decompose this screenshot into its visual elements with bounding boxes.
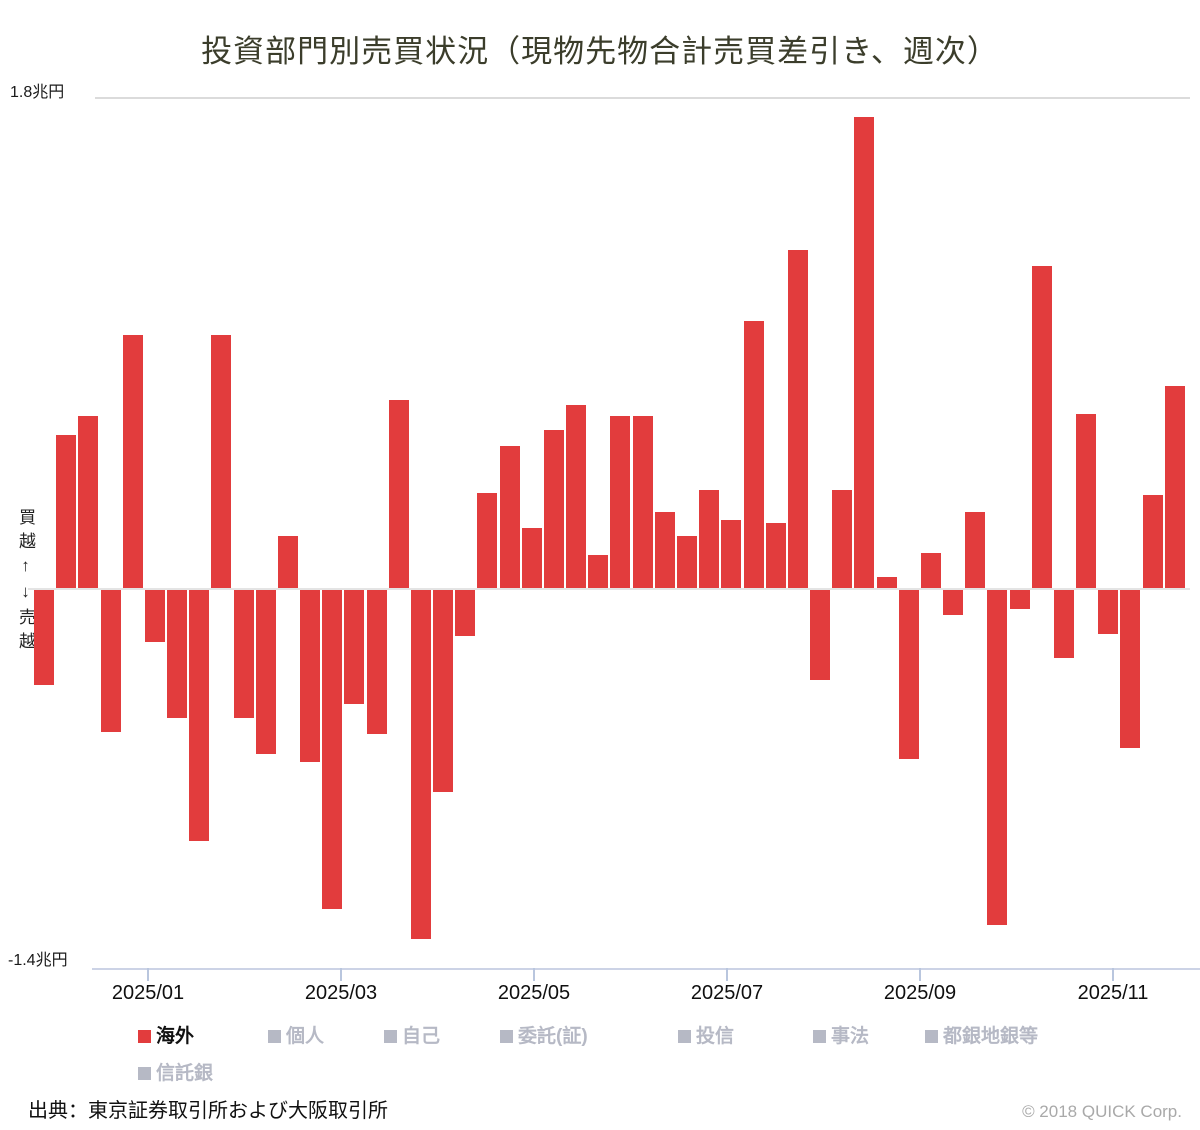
chart-title: 投資部門別売買状況（現物先物合計売買差引き、週次） — [201, 34, 999, 69]
legend-label: 投信 — [696, 1026, 735, 1047]
copyright-note: © 2018 QUICK Corp. — [1022, 1102, 1182, 1121]
bar-week-44[interactable] — [987, 590, 1007, 925]
legend-swatch-individuals — [268, 1030, 281, 1043]
bar-week-28[interactable] — [633, 416, 653, 588]
x-axis-label: 2025/09 — [883, 982, 957, 1004]
bar-week-48[interactable] — [1076, 414, 1096, 588]
bar-week-3[interactable] — [78, 416, 98, 588]
x-axis-tick — [726, 968, 728, 981]
legend-swatch-proprietary — [384, 1030, 397, 1043]
x-axis-tick — [340, 968, 342, 981]
bar-week-7[interactable] — [167, 590, 187, 718]
bar-week-9[interactable] — [211, 335, 231, 588]
bar-week-2[interactable] — [56, 435, 76, 588]
legend-swatch-trust-banks — [138, 1067, 151, 1080]
bar-week-51[interactable] — [1143, 495, 1163, 588]
bar-week-43[interactable] — [965, 512, 985, 588]
bar-week-6[interactable] — [145, 590, 165, 642]
bar-week-50[interactable] — [1120, 590, 1140, 748]
zero-baseline — [28, 588, 1190, 590]
legend-label: 自己 — [402, 1026, 441, 1047]
bar-week-17[interactable] — [389, 400, 409, 588]
x-axis-line — [92, 968, 1200, 970]
bar-week-40[interactable] — [899, 590, 919, 759]
legend-item-trust-banks[interactable]: 信託銀 — [138, 1058, 213, 1084]
bar-week-37[interactable] — [832, 490, 852, 588]
bar-week-39[interactable] — [877, 577, 897, 588]
x-axis-label: 2025/01 — [111, 982, 185, 1004]
x-axis-tick — [919, 968, 921, 981]
legend-item-investment-trusts[interactable]: 投信 — [678, 1021, 734, 1047]
legend-swatch-brokerage-consignment — [500, 1030, 513, 1043]
x-axis-tick — [147, 968, 149, 981]
bar-week-14[interactable] — [322, 590, 342, 909]
bar-week-47[interactable] — [1054, 590, 1074, 658]
bar-week-1[interactable] — [34, 590, 54, 685]
legend-swatch-city-regional-banks — [925, 1030, 938, 1043]
bar-week-8[interactable] — [189, 590, 209, 841]
legend-label: 都銀地銀等 — [943, 1026, 1039, 1047]
bar-week-30[interactable] — [677, 536, 697, 588]
bar-week-29[interactable] — [655, 512, 675, 588]
bar-week-26[interactable] — [588, 555, 608, 588]
legend-label: 事法 — [831, 1026, 870, 1047]
bar-week-38[interactable] — [854, 117, 874, 588]
legend-item-brokerage-consignment[interactable]: 委託(証) — [500, 1021, 588, 1047]
x-axis-tick — [1112, 968, 1114, 981]
legend-label: 海外 — [156, 1026, 195, 1047]
x-axis-label: 2025/03 — [304, 982, 378, 1004]
bar-week-34[interactable] — [766, 523, 786, 588]
legend-item-city-regional-banks[interactable]: 都銀地銀等 — [925, 1021, 1038, 1047]
bar-week-15[interactable] — [344, 590, 364, 704]
bar-week-21[interactable] — [477, 493, 497, 588]
legend-swatch-overseas — [138, 1030, 151, 1043]
y-axis-max-label: 1.8兆円 — [10, 84, 65, 101]
bar-week-36[interactable] — [810, 590, 830, 680]
bar-week-35[interactable] — [788, 250, 808, 588]
source-note: 出典：東京証券取引所および大阪取引所 — [28, 1100, 388, 1122]
bar-week-41[interactable] — [921, 553, 941, 588]
bar-week-10[interactable] — [234, 590, 254, 718]
bar-week-49[interactable] — [1098, 590, 1118, 634]
bar-week-45[interactable] — [1010, 590, 1030, 609]
bar-week-13[interactable] — [300, 590, 320, 762]
bar-week-46[interactable] — [1032, 266, 1052, 588]
legend-item-proprietary[interactable]: 自己 — [384, 1021, 440, 1047]
bar-week-5[interactable] — [123, 335, 143, 588]
bar-week-20[interactable] — [455, 590, 475, 636]
bar-week-11[interactable] — [256, 590, 276, 754]
bar-week-12[interactable] — [278, 536, 298, 588]
y-axis-side-annotation: 買越↑↓売越 — [16, 508, 35, 656]
bar-week-16[interactable] — [367, 590, 387, 734]
bar-week-23[interactable] — [522, 528, 542, 588]
legend-swatch-business-corporations — [813, 1030, 826, 1043]
legend-label: 委託(証) — [518, 1026, 588, 1047]
bar-week-18[interactable] — [411, 590, 431, 939]
legend-swatch-investment-trusts — [678, 1030, 691, 1043]
legend-item-individuals[interactable]: 個人 — [268, 1021, 324, 1047]
x-axis-tick — [533, 968, 535, 981]
bar-week-19[interactable] — [433, 590, 453, 792]
bar-week-4[interactable] — [101, 590, 121, 732]
top-gridline — [95, 97, 1190, 99]
bar-week-24[interactable] — [544, 430, 564, 588]
legend-item-overseas[interactable]: 海外 — [138, 1021, 194, 1047]
y-axis-min-label: -1.4兆円 — [8, 952, 68, 969]
bar-week-33[interactable] — [744, 321, 764, 588]
legend-item-business-corporations[interactable]: 事法 — [813, 1021, 869, 1047]
legend-label: 信託銀 — [156, 1063, 214, 1084]
x-axis-label: 2025/11 — [1077, 982, 1149, 1004]
bar-week-52[interactable] — [1165, 386, 1185, 588]
bar-week-31[interactable] — [699, 490, 719, 588]
x-axis-label: 2025/07 — [690, 982, 764, 1004]
bar-week-25[interactable] — [566, 405, 586, 588]
legend-label: 個人 — [286, 1026, 325, 1047]
bar-week-42[interactable] — [943, 590, 963, 615]
bar-week-32[interactable] — [721, 520, 741, 588]
bar-week-22[interactable] — [500, 446, 520, 588]
x-axis-label: 2025/05 — [497, 982, 571, 1004]
bar-week-27[interactable] — [610, 416, 630, 588]
